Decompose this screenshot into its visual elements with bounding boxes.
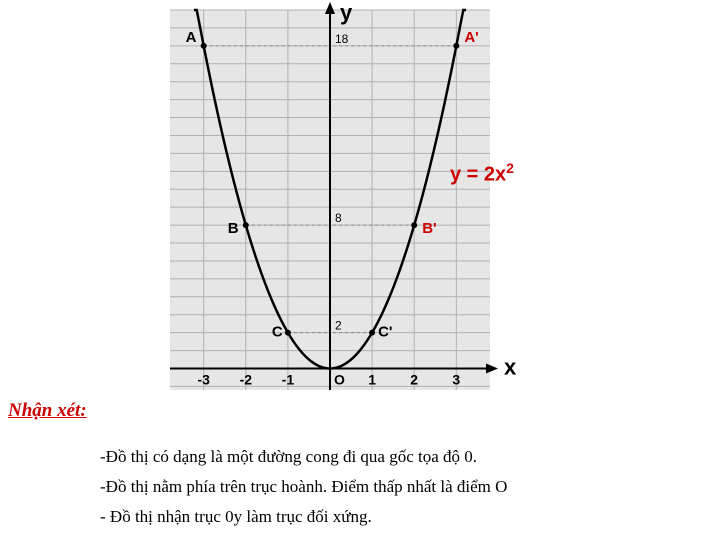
svg-text:y: y bbox=[340, 0, 353, 25]
svg-text:C': C' bbox=[378, 324, 392, 341]
equation-text: y = 2x bbox=[450, 164, 506, 186]
svg-text:2: 2 bbox=[410, 371, 418, 387]
svg-text:B: B bbox=[228, 220, 239, 237]
svg-text:O: O bbox=[334, 371, 345, 387]
svg-text:C: C bbox=[272, 324, 283, 341]
equation-sup: 2 bbox=[506, 160, 514, 176]
note-line: - Đồ thị nhận trục 0y làm trục đối xứng. bbox=[100, 503, 680, 530]
notes-heading: Nhận xét: bbox=[8, 400, 87, 422]
svg-text:1: 1 bbox=[368, 371, 376, 387]
svg-text:-1: -1 bbox=[282, 371, 295, 387]
svg-text:18: 18 bbox=[335, 32, 349, 46]
svg-text:-3: -3 bbox=[197, 371, 210, 387]
svg-text:B': B' bbox=[422, 220, 436, 237]
svg-text:8: 8 bbox=[335, 211, 342, 225]
note-line: -Đồ thị nằm phía trên trục hoành. Điểm t… bbox=[100, 473, 680, 500]
svg-text:A': A' bbox=[464, 29, 478, 46]
parabola-chart: -3 -2 -1 1 2 3 O 2 8 18 x y A A' B B' C C' bbox=[140, 0, 520, 420]
svg-text:3: 3 bbox=[452, 371, 460, 387]
svg-text:2: 2 bbox=[335, 319, 342, 333]
note-line: -Đồ thị có dạng là một đường cong đi qua… bbox=[100, 443, 680, 470]
equation-label: y = 2x2 bbox=[450, 160, 514, 187]
svg-text:-2: -2 bbox=[240, 371, 253, 387]
notes-block: -Đồ thị có dạng là một đường cong đi qua… bbox=[100, 440, 680, 534]
svg-text:A: A bbox=[186, 29, 197, 46]
svg-text:x: x bbox=[504, 354, 517, 379]
